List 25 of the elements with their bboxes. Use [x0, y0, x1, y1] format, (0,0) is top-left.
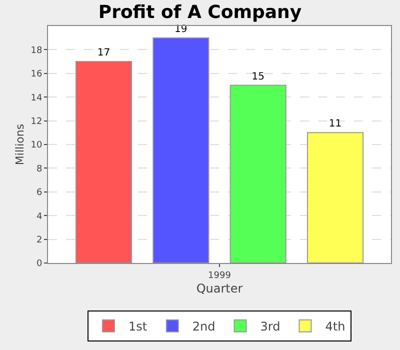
chart-title: Profit of A Company — [98, 2, 302, 23]
x-axis-title: Quarter — [196, 282, 243, 296]
bar — [306, 132, 364, 263]
legend-label: 2nd — [192, 320, 216, 334]
legend-label: 3rd — [260, 320, 280, 334]
y-tick-label: 18 — [30, 46, 42, 56]
bar — [230, 84, 286, 263]
y-tick-label: 0 — [36, 259, 42, 270]
y-tick-label: 10 — [30, 140, 42, 151]
y-tick-label: 4 — [36, 212, 42, 222]
y-tick-label: 16 — [30, 70, 42, 80]
data-label: 15 — [252, 71, 264, 82]
legend-label: 1st — [128, 320, 148, 334]
data-label: 17 — [97, 48, 110, 59]
y-tick-label: 14 — [30, 93, 42, 104]
bar — [152, 37, 210, 263]
y-tick-label: 2 — [36, 235, 42, 246]
x-tick-label: 1999 — [208, 270, 232, 281]
y-axis-title: Millions — [13, 124, 26, 166]
y-tick-label: 6 — [36, 188, 42, 198]
data-label: 11 — [328, 118, 342, 130]
y-tick-label: 12 — [30, 116, 42, 127]
y-tick-label: 8 — [36, 164, 42, 174]
legend-label: 4th — [325, 320, 346, 334]
bar — [75, 61, 132, 263]
